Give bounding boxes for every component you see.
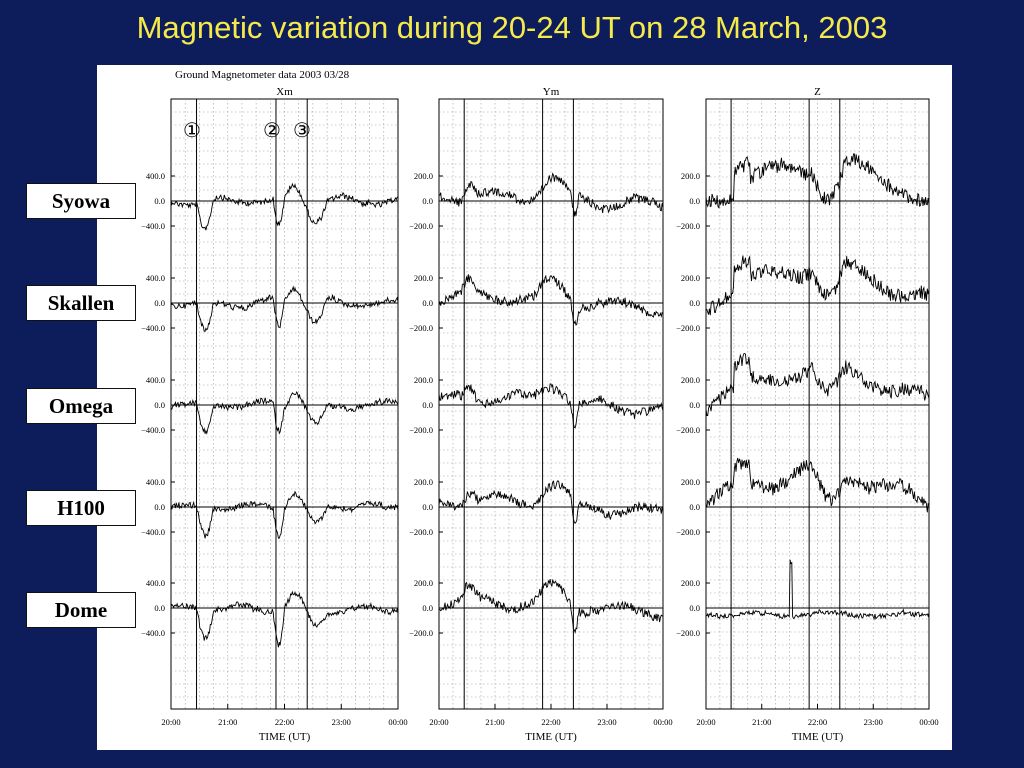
- station-label-skallen: Skallen: [26, 285, 136, 321]
- x-tick-label: 22:00: [541, 717, 560, 727]
- y-tick-label: 0.0: [689, 603, 700, 613]
- y-tick-label: 200.0: [681, 273, 700, 283]
- component-title-xm: Xm: [276, 86, 293, 98]
- trace-xm-h100: [170, 490, 399, 539]
- x-tick-label: 21:00: [752, 717, 771, 727]
- y-tick-label: −400.0: [141, 628, 165, 638]
- y-tick-label: 0.0: [422, 400, 433, 410]
- component-title-z: Z: [814, 86, 821, 98]
- y-tick-label: 200.0: [414, 171, 433, 181]
- trace-ym-dome: [438, 579, 664, 634]
- y-tick-label: 400.0: [146, 171, 165, 181]
- y-tick-label: −200.0: [409, 425, 433, 435]
- x-tick-label: 22:00: [275, 717, 294, 727]
- y-tick-label: −200.0: [676, 527, 700, 537]
- event-marker-1: ①: [183, 118, 201, 142]
- trace-ym-skallen: [438, 274, 664, 326]
- y-tick-label: −400.0: [141, 527, 165, 537]
- y-tick-label: −200.0: [409, 527, 433, 537]
- y-tick-label: 0.0: [422, 196, 433, 206]
- y-tick-label: 200.0: [681, 578, 700, 588]
- y-tick-label: −200.0: [676, 221, 700, 231]
- station-label-h100: H100: [26, 490, 136, 526]
- trace-z-syowa: [705, 153, 930, 209]
- y-tick-label: 0.0: [154, 603, 165, 613]
- y-tick-label: −200.0: [409, 221, 433, 231]
- trace-z-omega: [705, 352, 930, 416]
- y-tick-label: 200.0: [414, 477, 433, 487]
- magnetometer-figure: Ground Magnetometer data 2003 03/28 Xm 20:…: [97, 65, 952, 750]
- y-tick-label: −200.0: [676, 425, 700, 435]
- y-tick-label: 200.0: [414, 578, 433, 588]
- x-tick-label: 22:00: [808, 717, 827, 727]
- y-tick-label: 200.0: [414, 375, 433, 385]
- trace-xm-omega: [170, 390, 399, 435]
- trace-xm-skallen: [170, 285, 399, 332]
- y-tick-label: 400.0: [146, 477, 165, 487]
- trace-xm-syowa: [170, 182, 399, 231]
- event-marker-3: ③: [293, 118, 311, 142]
- y-tick-label: −400.0: [141, 221, 165, 231]
- magnetometer-plot: Ground Magnetometer data 2003 03/28 Xm 20:…: [141, 69, 939, 743]
- trace-z-h100: [705, 457, 930, 513]
- trace-ym-syowa: [439, 172, 664, 217]
- y-tick-label: 0.0: [689, 196, 700, 206]
- x-axis-title: TIME (UT): [525, 731, 577, 743]
- x-axis-title: TIME (UT): [792, 731, 844, 743]
- figure-header: Ground Magnetometer data 2003 03/28: [175, 69, 350, 81]
- y-tick-label: 200.0: [681, 375, 700, 385]
- y-tick-label: 200.0: [681, 171, 700, 181]
- x-tick-label: 20:00: [161, 717, 180, 727]
- x-tick-label: 20:00: [696, 717, 715, 727]
- x-tick-label: 21:00: [485, 717, 504, 727]
- x-tick-label: 00:00: [388, 717, 407, 727]
- trace-z-dome: [705, 559, 930, 621]
- y-tick-label: 0.0: [154, 400, 165, 410]
- y-tick-label: 200.0: [681, 477, 700, 487]
- y-tick-label: 0.0: [422, 298, 433, 308]
- event-marker-2: ②: [263, 118, 281, 142]
- y-tick-label: 400.0: [146, 578, 165, 588]
- y-tick-label: 0.0: [422, 603, 433, 613]
- trace-ym-omega: [438, 383, 664, 429]
- component-title-ym: Ym: [543, 86, 560, 98]
- y-tick-label: −200.0: [676, 628, 700, 638]
- station-label-syowa: Syowa: [26, 183, 136, 219]
- x-tick-label: 23:00: [597, 717, 616, 727]
- x-tick-label: 21:00: [218, 717, 237, 727]
- x-tick-label: 20:00: [429, 717, 448, 727]
- y-tick-label: 0.0: [422, 502, 433, 512]
- trace-ym-h100: [438, 480, 664, 525]
- x-tick-label: 23:00: [332, 717, 351, 727]
- y-tick-label: −400.0: [141, 323, 165, 333]
- trace-z-skallen: [705, 255, 930, 316]
- y-tick-label: −200.0: [409, 628, 433, 638]
- trace-xm-dome: [170, 590, 399, 648]
- y-tick-label: 400.0: [146, 375, 165, 385]
- x-tick-label: 00:00: [653, 717, 672, 727]
- y-tick-label: 0.0: [154, 196, 165, 206]
- y-tick-label: 400.0: [146, 273, 165, 283]
- y-tick-label: 0.0: [154, 298, 165, 308]
- y-tick-label: −200.0: [676, 323, 700, 333]
- y-tick-label: 0.0: [689, 502, 700, 512]
- y-tick-label: −400.0: [141, 425, 165, 435]
- y-tick-label: 0.0: [154, 502, 165, 512]
- y-tick-label: 0.0: [689, 298, 700, 308]
- y-tick-label: 200.0: [414, 273, 433, 283]
- station-label-omega: Omega: [26, 388, 136, 424]
- slide-title: Magnetic variation during 20-24 UT on 28…: [136, 10, 888, 45]
- x-tick-label: 23:00: [864, 717, 883, 727]
- y-tick-label: 0.0: [689, 400, 700, 410]
- x-axis-title: TIME (UT): [259, 731, 311, 743]
- y-tick-label: −200.0: [409, 323, 433, 333]
- station-label-dome: Dome: [26, 592, 136, 628]
- x-tick-label: 00:00: [919, 717, 938, 727]
